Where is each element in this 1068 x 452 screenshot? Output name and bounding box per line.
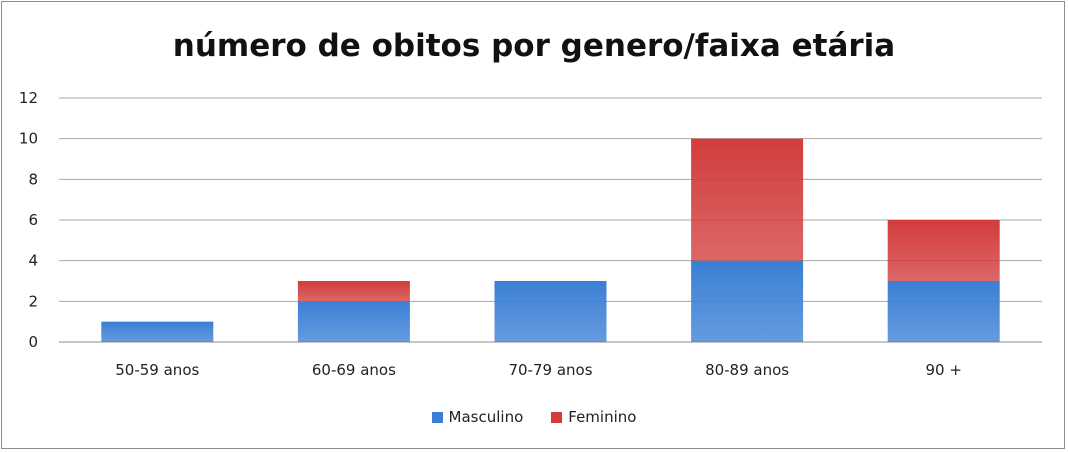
y-tick-label: 4 <box>28 252 38 270</box>
bar-masculino <box>691 260 804 342</box>
chart-title: número de obitos por genero/faixa etária <box>172 28 896 64</box>
y-tick-label: 2 <box>28 292 38 310</box>
bar-masculino <box>494 281 607 342</box>
bar-feminino <box>297 281 410 302</box>
bar-feminino <box>887 220 1000 281</box>
y-tick-label: 6 <box>28 211 38 229</box>
x-tick-label: 80-89 anos <box>705 361 789 379</box>
chart-legend: Masculino Feminino <box>2 406 1066 428</box>
bar-masculino <box>297 301 410 342</box>
x-tick-label: 60-69 anos <box>312 361 396 379</box>
x-tick-label: 90 + <box>925 361 961 379</box>
bar-masculino <box>887 281 1000 342</box>
x-tick-label: 50-59 anos <box>115 361 199 379</box>
y-tick-label: 8 <box>28 170 38 188</box>
legend-item-feminino: Feminino <box>551 406 636 428</box>
y-tick-label: 0 <box>28 333 38 351</box>
y-tick-label: 12 <box>19 89 38 107</box>
chart-plot: 0 2 4 6 8 10 12 50-59 anos 60-69 anos 70-79 anos 8… <box>19 89 1042 379</box>
legend-swatch-feminino <box>551 411 563 423</box>
legend-item-masculino: Masculino <box>431 406 524 428</box>
legend-label-feminino: Feminino <box>568 408 637 426</box>
bar-masculino <box>101 321 214 342</box>
x-tick-label: 70-79 anos <box>508 361 592 379</box>
legend-label-masculino: Masculino <box>448 408 524 426</box>
y-tick-label: 10 <box>19 130 38 148</box>
legend-swatch-masculino <box>431 411 443 423</box>
bar-feminino <box>691 138 804 261</box>
